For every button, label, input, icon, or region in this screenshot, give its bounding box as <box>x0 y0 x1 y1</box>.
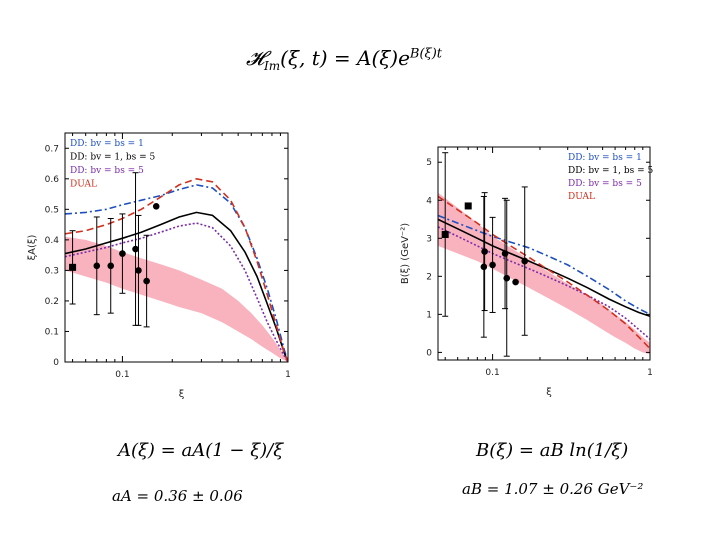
data-point <box>503 274 511 282</box>
y-tick-label: 1 <box>426 310 432 320</box>
series-line <box>65 211 288 362</box>
formula-args: (ξ, t) = A(ξ)e <box>280 46 410 70</box>
legend-entry: DD: bv = 1, bs = 5 <box>70 153 156 163</box>
x-tick-label: 0.1 <box>485 368 499 378</box>
data-point <box>132 245 139 253</box>
x-tick-label: 1 <box>285 370 291 380</box>
x-tick-label: 1 <box>647 368 653 378</box>
y-tick-label: 0.6 <box>45 175 60 185</box>
y-axis-label: B(ξ) (GeV⁻²) <box>400 223 411 284</box>
y-tick-label: 0.1 <box>45 327 59 337</box>
data-point <box>480 263 488 271</box>
legend-entry: DD: bv = bs = 1 <box>568 153 642 163</box>
x-axis-label: ξ <box>179 389 185 400</box>
data-point <box>93 262 101 270</box>
uncertainty-band <box>65 236 288 362</box>
a-parameter: aA = 0.36 ± 0.06 <box>112 487 243 505</box>
legend-entry: DUAL <box>70 180 97 190</box>
series-line <box>438 226 650 340</box>
data-point <box>481 248 488 255</box>
legend-entry: DD: bv = bs = 5 <box>568 179 642 189</box>
series-line <box>65 222 288 362</box>
y-tick-label: 0.2 <box>45 297 59 307</box>
plot-area <box>65 177 288 362</box>
data-point <box>69 263 77 271</box>
x-tick-label: 0.1 <box>115 370 129 380</box>
series-line <box>65 177 288 362</box>
chart-xiA: 0 0.1 0.2 0.3 0.4 0.5 0.6 0.7 0.1 1 ξ ξA(ξ) DD: bv =… <box>27 132 291 400</box>
a-definition: A(ξ) = aA(1 − ξ)/ξ <box>118 440 284 461</box>
plot-frame <box>64 132 289 363</box>
formula-subscript: Im <box>264 59 281 73</box>
data-point <box>521 257 529 265</box>
y-tick-label: 0 <box>426 348 432 358</box>
y-tick-label: 0.7 <box>45 144 59 154</box>
y-axis-label: ξA(ξ) <box>27 235 38 261</box>
y-tick-label: 2 <box>426 272 432 282</box>
uncertainty-band <box>438 192 650 355</box>
legend-entry: DD: bv = bs = 1 <box>70 139 144 149</box>
data-point <box>107 262 115 270</box>
series-line <box>438 195 650 350</box>
data-point <box>152 202 160 210</box>
y-tick-label: 0.4 <box>45 236 60 246</box>
x-axis-label: ξ <box>546 387 552 398</box>
data-point <box>501 250 509 257</box>
series-line <box>438 218 650 318</box>
data-point <box>489 261 496 269</box>
y-tick-label: 4 <box>426 196 432 206</box>
b-definition: B(ξ) = aB ln(1/ξ) <box>476 440 629 461</box>
legend-entry: DUAL <box>568 192 595 202</box>
main-formula: 𝓗Im(ξ, t) = A(ξ)eB(ξ)t <box>246 46 442 73</box>
data-point <box>135 267 142 274</box>
y-tick-label: 5 <box>426 158 432 168</box>
series-line <box>65 184 288 362</box>
y-tick-label: 0.5 <box>45 205 59 215</box>
legend-entry: DD: bv = 1, bs = 5 <box>568 166 654 176</box>
y-tick-label: 3 <box>426 234 432 244</box>
legend-entry: DD: bv = bs = 5 <box>70 166 144 176</box>
data-point <box>464 202 472 210</box>
y-tick-label: 0.3 <box>45 266 59 276</box>
y-tick-label: 0 <box>53 358 59 368</box>
chart-B: 0 1 2 3 4 5 0.1 1 ξ B(ξ) (GeV⁻²) DD: bv = bs = 1 DD… <box>400 146 654 398</box>
formula-exponent: B(ξ)t <box>409 46 443 62</box>
data-point <box>512 278 519 286</box>
b-parameter: aB = 1.07 ± 0.26 GeV⁻² <box>462 480 644 498</box>
plot-area <box>438 192 650 355</box>
data-point <box>143 277 150 285</box>
data-point <box>119 250 126 257</box>
formula-lhs: 𝓗 <box>246 46 265 70</box>
series-line <box>438 214 650 316</box>
plot-frame <box>437 146 651 361</box>
data-point <box>441 230 449 238</box>
